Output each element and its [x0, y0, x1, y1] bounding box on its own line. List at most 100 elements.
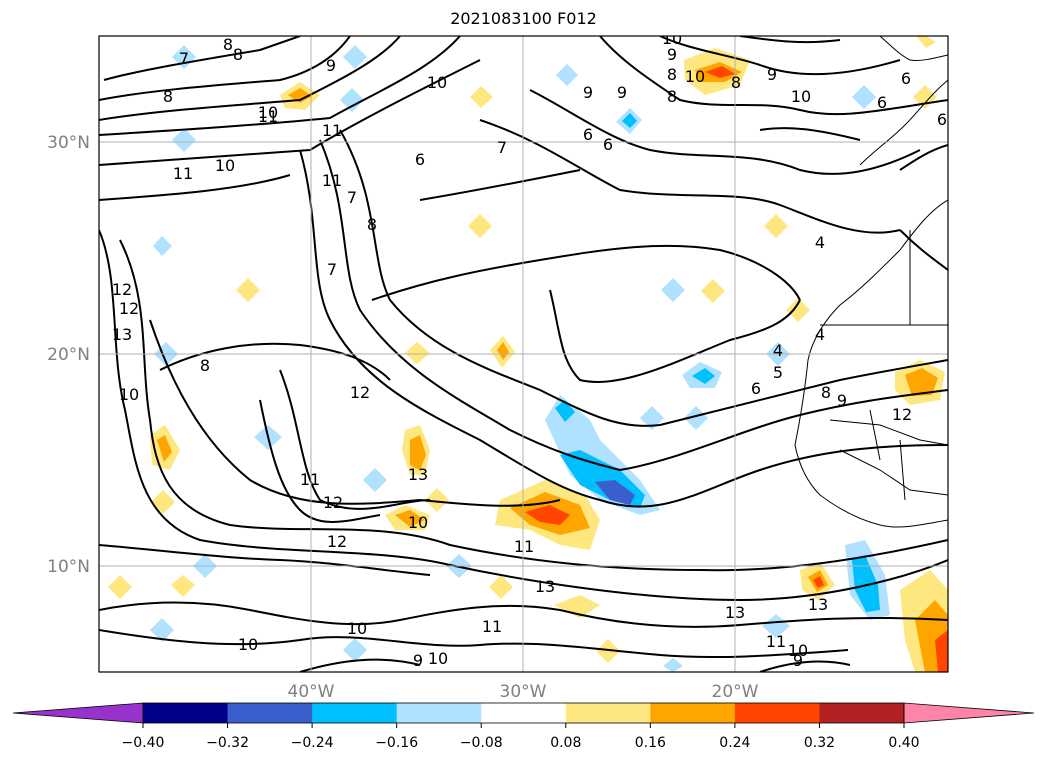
contour-line [119, 239, 948, 572]
shade-patch [395, 510, 425, 527]
contour-line [319, 139, 948, 471]
shade-patch [489, 575, 513, 599]
contour-line [759, 660, 851, 672]
shade-patch [425, 488, 449, 512]
contour-label: 13 [808, 595, 828, 614]
contour-label: 4 [773, 341, 783, 360]
contour-label: 10 [662, 29, 682, 48]
contour-line [149, 319, 561, 507]
contour-label: 10 [238, 635, 258, 654]
contour-line [103, 36, 301, 81]
colorbar: −0.40 −0.32 −0.24 −0.16 −0.08 0.08 0.16 0.24 0.3… [12, 702, 1035, 751]
contour-label: 10 [215, 156, 235, 175]
contour-label: 12 [323, 493, 343, 512]
colorbar-swatch [819, 703, 905, 723]
shade-patch [595, 480, 635, 505]
contour-lines [99, 36, 948, 672]
contour-label: 8 [731, 73, 741, 92]
contour-label: 9 [583, 83, 593, 102]
country-border [839, 449, 948, 496]
contour-line [299, 658, 421, 672]
contour-line [899, 229, 948, 271]
contour-label: 10 [258, 103, 278, 122]
contour-label: 12 [350, 383, 370, 402]
contour-label: 12 [892, 405, 912, 424]
contour-line [99, 229, 948, 601]
shade-patch [661, 278, 685, 302]
contour-label: 6 [603, 135, 613, 154]
colorbar-tick-label: 0.16 [635, 735, 666, 751]
contour-label: 9 [667, 45, 677, 64]
colorbar-swatch [481, 703, 567, 723]
longitude-labels: 40°W 30°W 20°W [288, 682, 759, 702]
shade-patch [905, 368, 938, 396]
lat-label-20n: 20°N [47, 345, 90, 365]
contour-line [99, 36, 401, 121]
colorbar-frame [142, 702, 905, 724]
colorbar-extend-low [12, 702, 144, 724]
shade-patch [663, 658, 683, 672]
shade-patch [171, 575, 195, 597]
contour-line [549, 289, 801, 383]
map-title: 2021083100 F012 [450, 9, 597, 28]
contour-label: 9 [793, 651, 803, 670]
lon-label-40w: 40°W [288, 682, 335, 702]
contour-label: 9 [413, 651, 423, 670]
contour-label: 13 [408, 465, 428, 484]
contour-label: 6 [937, 110, 947, 129]
colorbar-swatch [734, 703, 820, 723]
contour-label: 7 [347, 188, 357, 207]
contour-line [99, 174, 291, 201]
contour-label: 11 [258, 107, 278, 126]
contour-line [339, 129, 948, 427]
shade-patch [622, 113, 637, 128]
contour-line [371, 244, 801, 301]
colorbar-tick-label: −0.24 [291, 735, 334, 751]
shade-patch [852, 85, 876, 109]
shade-patch [764, 214, 788, 238]
contour-label: 10 [788, 641, 808, 660]
shade-patch [157, 435, 172, 462]
contour-line [279, 369, 431, 510]
contour-line [759, 127, 861, 141]
shade-patch [692, 368, 715, 384]
contour-line [99, 544, 431, 576]
shade-patch [172, 45, 196, 69]
contour-label: 7 [327, 260, 337, 279]
contour-label: 4 [815, 233, 825, 252]
contour-label: 11 [322, 121, 342, 140]
shade-patch [410, 435, 426, 470]
contour-label: 7 [497, 138, 507, 157]
contour-line [159, 342, 391, 381]
shade-patch [363, 468, 387, 492]
contour-label: 13 [535, 577, 555, 596]
contour-line [529, 89, 921, 175]
contour-label: 10 [427, 73, 447, 92]
contour-line [599, 36, 948, 116]
shade-patch [555, 400, 575, 422]
colorbar-tick-label: 0.40 [888, 735, 919, 751]
shade-patch [150, 618, 174, 642]
shade-patch [813, 576, 824, 588]
shade-patch [236, 278, 260, 302]
contour-label: 5 [773, 363, 783, 382]
contour-line [99, 59, 481, 166]
map-frame [98, 35, 949, 673]
contour-label: 9 [326, 56, 336, 75]
lat-label-30n: 30°N [47, 133, 90, 153]
contour-label: 10 [408, 513, 428, 532]
colorbar-swatch [143, 703, 229, 723]
contour-label: 8 [667, 87, 677, 106]
shade-patch [497, 342, 509, 360]
contour-label: 11 [514, 537, 534, 556]
contour-label: 10 [685, 67, 705, 86]
colorbar-swatch [565, 703, 651, 723]
contour-label: 8 [367, 215, 377, 234]
contour-label: 11 [322, 171, 342, 190]
colorbar-tick-label: 0.32 [804, 735, 835, 751]
shade-patch [108, 575, 132, 599]
lon-label-30w: 30°W [500, 682, 547, 702]
shade-patch [705, 66, 735, 78]
shade-patch [470, 86, 493, 108]
contour-label: 11 [482, 617, 502, 636]
